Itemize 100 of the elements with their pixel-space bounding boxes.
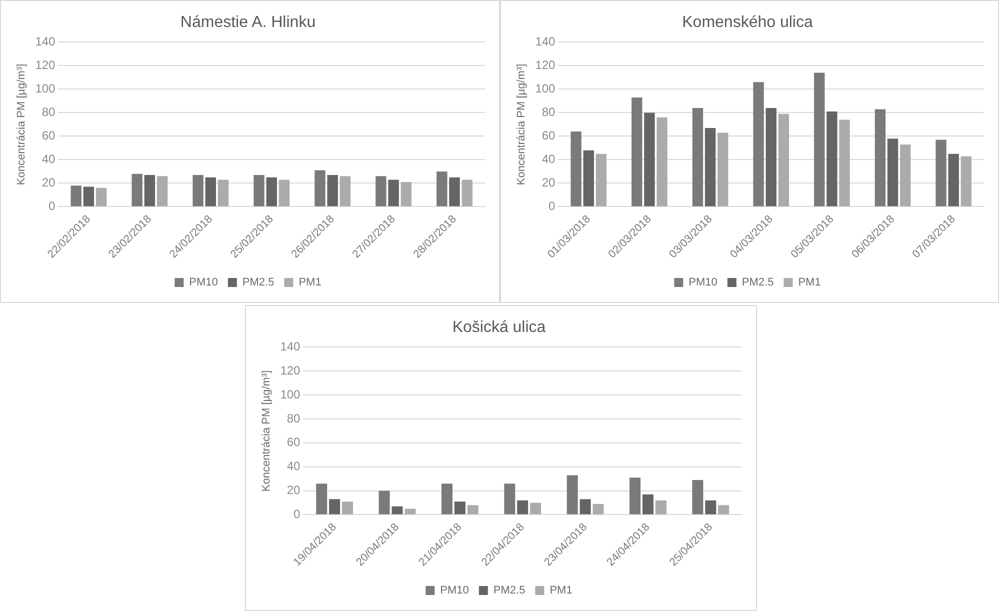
y-tick-label: 0	[48, 199, 56, 214]
y-tick-label: 20	[542, 176, 556, 190]
bar	[376, 176, 386, 206]
y-tick-label: 120	[35, 58, 56, 72]
bar	[704, 128, 716, 206]
bar	[596, 154, 607, 206]
y-tick-label: 140	[35, 34, 56, 49]
bar	[592, 504, 604, 514]
y-tick-label: 100	[35, 82, 56, 96]
bar	[400, 182, 412, 206]
bar	[504, 484, 516, 514]
y-tick-label: 0	[548, 199, 556, 214]
bar	[70, 186, 82, 206]
bar	[887, 138, 898, 206]
y-tick-label: 60	[286, 435, 301, 450]
bar	[530, 502, 542, 514]
bar	[705, 500, 716, 514]
bar	[436, 171, 448, 206]
bar	[632, 97, 642, 206]
bar	[192, 175, 204, 206]
bar	[874, 109, 886, 206]
bar	[467, 505, 478, 514]
bar	[254, 175, 264, 206]
y-tick-label: 40	[286, 459, 301, 474]
bar	[718, 505, 730, 514]
bar	[83, 186, 94, 206]
chart-title: Košická ulica	[452, 319, 546, 336]
legend-label: PM2.5	[242, 276, 274, 289]
y-tick-label: 80	[42, 105, 56, 120]
legend-label: PM10	[440, 584, 469, 597]
y-tick-label: 80	[542, 105, 556, 120]
bar	[342, 502, 354, 514]
bar	[583, 150, 594, 206]
y-tick-label: 20	[286, 483, 301, 498]
y-tick-label: 120	[280, 363, 301, 378]
y-tick-label: 100	[535, 82, 556, 96]
bar	[266, 177, 277, 206]
bar	[218, 180, 229, 206]
bar	[656, 117, 668, 206]
bar	[378, 490, 390, 514]
bar	[900, 144, 911, 206]
y-tick-label: 140	[535, 34, 556, 49]
bar	[570, 132, 582, 206]
bar	[580, 499, 591, 514]
bar	[404, 508, 416, 514]
bar	[692, 480, 704, 514]
bar	[144, 175, 156, 206]
bar	[642, 494, 654, 514]
y-tick-label: 120	[535, 58, 556, 72]
bar	[441, 484, 452, 514]
bar	[814, 72, 825, 206]
y-tick-label: 60	[42, 128, 56, 143]
legend-label: PM1	[298, 276, 322, 289]
y-tick-label: 20	[42, 176, 56, 190]
bar	[718, 132, 728, 206]
bar	[517, 500, 528, 514]
bar	[388, 180, 399, 206]
bar	[278, 180, 290, 206]
bar	[96, 188, 107, 206]
y-tick-label: 0	[294, 507, 301, 522]
legend-label: PM2.5	[493, 584, 526, 597]
bar	[630, 478, 641, 514]
bar	[327, 175, 338, 206]
y-tick-label: 40	[542, 152, 556, 166]
y-tick-label: 60	[542, 128, 556, 143]
bar	[766, 108, 776, 206]
bar	[314, 170, 326, 206]
y-axis-title: Koncentrácia PM [µg/m³]	[16, 64, 28, 186]
bar	[462, 180, 472, 206]
bar	[132, 174, 142, 206]
legend-label: PM10	[688, 276, 718, 289]
bar	[205, 177, 216, 206]
legend-label: PM2.5	[742, 276, 774, 289]
bar	[960, 156, 972, 206]
y-tick-label: 80	[286, 411, 301, 426]
bar	[156, 176, 168, 206]
y-axis-title: Koncentrácia PM [µg/m³]	[260, 370, 273, 492]
chart-title: Námestie A. Hlinku	[180, 14, 316, 32]
bar	[644, 112, 655, 206]
bar	[340, 176, 351, 206]
bar	[826, 112, 838, 206]
bar	[566, 475, 578, 514]
y-axis-title: Koncentrácia PM [µg/m³]	[516, 64, 528, 186]
legend-label: PM1	[550, 584, 572, 597]
y-tick-label: 140	[280, 340, 301, 354]
bar	[753, 82, 764, 206]
chart-title: Komenského ulica	[682, 14, 813, 32]
legend-label: PM1	[798, 276, 821, 289]
legend-label: PM10	[189, 276, 218, 289]
y-tick-label: 100	[280, 387, 301, 402]
bar	[839, 120, 850, 206]
bar	[936, 140, 946, 206]
bar	[449, 177, 460, 206]
bar	[948, 154, 959, 206]
bar	[692, 108, 704, 206]
bar	[778, 114, 790, 206]
bar	[655, 500, 666, 514]
bar	[329, 499, 340, 514]
bar	[316, 484, 328, 514]
bar	[454, 502, 466, 514]
